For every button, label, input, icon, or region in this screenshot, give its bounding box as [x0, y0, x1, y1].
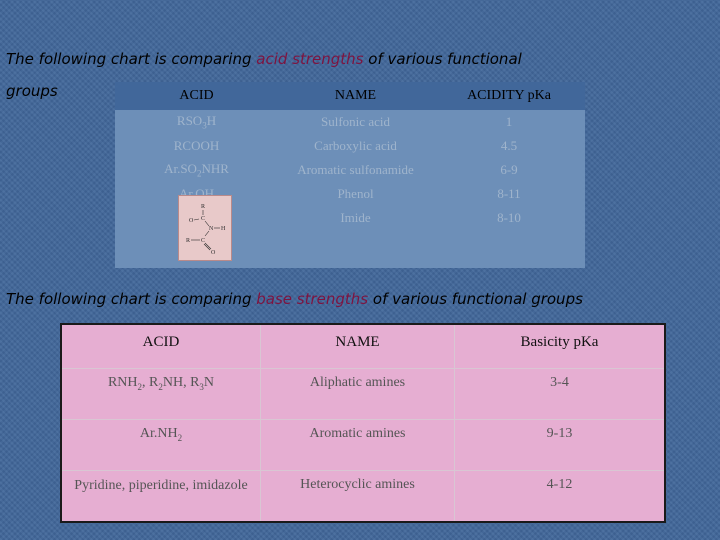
pka-cell: 8-11	[433, 182, 585, 206]
acid-heading-text: The following chart is comparing	[6, 50, 257, 68]
table-row: Ar.SO2NHR Aromatic sulfonamide 6-9	[115, 158, 585, 182]
structure-label: C	[201, 216, 205, 222]
pka-cell: 6-9	[433, 158, 585, 182]
table-row: R C O N H R C O	[115, 195, 585, 268]
name-cell: Aromatic amines	[260, 419, 455, 471]
structure-label: N	[209, 226, 214, 232]
acid-col-header: ACID	[115, 82, 278, 110]
name-col-header: NAME	[260, 323, 455, 369]
base-table-header: ACID NAME Basicity pKa	[60, 323, 666, 369]
name-col-header: NAME	[278, 82, 433, 110]
table-row: Ar.OH Phenol 8-11	[115, 182, 585, 206]
acid-col-header: ACID	[60, 323, 261, 369]
structure-label: R	[186, 238, 190, 244]
name-cell: Imide	[278, 206, 433, 268]
structure-label: R	[201, 204, 205, 210]
acid-cell: RCOOH	[115, 134, 278, 158]
base-heading-text: The following chart is comparing	[6, 290, 257, 308]
base-cell: Pyridine, piperidine, imidazole	[60, 470, 261, 523]
name-cell: Aromatic sulfonamide	[278, 158, 433, 182]
acid-table: ACID NAME ACIDITY pKa RSO3H Sulfonic aci…	[115, 82, 585, 268]
base-cell: RNH2, R2NH, R3N	[60, 368, 261, 420]
acid-cell: R C O N H R C O	[115, 195, 278, 268]
acid-heading-highlight: acid strengths	[256, 50, 364, 68]
acid-cell: RSO3H	[115, 110, 278, 134]
imide-structure-image: R C O N H R C O	[178, 195, 232, 261]
pka-cell: 4-12	[454, 470, 666, 523]
base-heading: The following chart is comparing base st…	[6, 290, 583, 308]
table-row: RCOOH Carboxylic acid 4.5	[115, 134, 585, 158]
base-heading-text-end: of various functional groups	[368, 290, 583, 308]
table-row: Pyridine, piperidine, imidazole Heterocy…	[60, 470, 666, 523]
table-row: RNH2, R2NH, R3N Aliphatic amines 3-4	[60, 368, 666, 420]
structure-label: H	[221, 226, 226, 232]
imide-structure-drawing: R C O N H R C O	[186, 204, 226, 256]
table-row: Ar.NH2 Aromatic amines 9-13	[60, 419, 666, 471]
name-cell: Sulfonic acid	[278, 110, 433, 134]
pka-cell: 3-4	[454, 368, 666, 420]
name-cell: Aliphatic amines	[260, 368, 455, 420]
table-row: RSO3H Sulfonic acid 1	[115, 110, 585, 134]
base-table: ACID NAME Basicity pKa RNH2, R2NH, R3N A…	[60, 323, 666, 523]
acid-heading-text-end: of various functional	[363, 50, 522, 68]
acid-cell: Ar.SO2NHR	[115, 158, 278, 182]
name-cell: Phenol	[278, 182, 433, 206]
base-cell: Ar.NH2	[60, 419, 261, 471]
pka-cell: 9-13	[454, 419, 666, 471]
basicity-col-header: Basicity pKa	[454, 323, 666, 369]
acidity-col-header: ACIDITY pKa	[433, 82, 585, 110]
acid-table-header: ACID NAME ACIDITY pKa	[115, 82, 585, 110]
structure-label: O	[211, 250, 216, 256]
structure-label: O	[189, 218, 194, 224]
pka-cell: 1	[433, 110, 585, 134]
name-cell: Heterocyclic amines	[260, 470, 455, 523]
pka-cell: 8-10	[433, 206, 585, 268]
base-heading-highlight: base strengths	[256, 290, 369, 308]
pka-cell: 4.5	[433, 134, 585, 158]
acid-heading-line2: groups	[6, 82, 58, 100]
structure-label: C	[201, 238, 205, 244]
acid-heading: The following chart is comparing acid st…	[6, 50, 522, 68]
name-cell: Carboxylic acid	[278, 134, 433, 158]
